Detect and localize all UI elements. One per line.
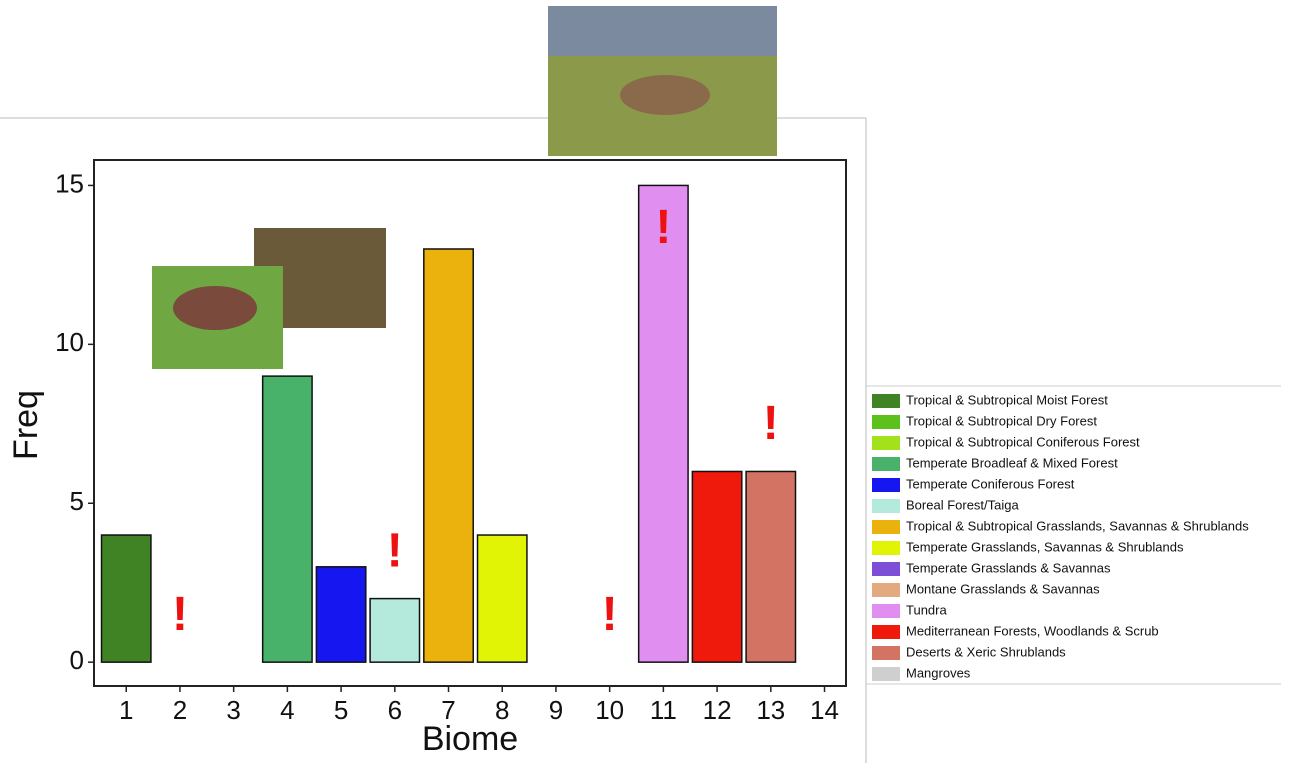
bar (261, 375, 313, 663)
y-tick-label: 0 (70, 645, 84, 675)
legend-swatch (872, 499, 900, 513)
legend-label: Tropical & Subtropical Moist Forest (906, 392, 1108, 407)
y-tick-label: 5 (70, 486, 84, 516)
annotation: ! (602, 588, 618, 641)
legend-swatch (872, 562, 900, 576)
legend-swatch (872, 625, 900, 639)
legend-swatch (872, 646, 900, 660)
bar (691, 470, 743, 663)
legend-swatch (872, 604, 900, 618)
legend-label: Mediterranean Forests, Woodlands & Scrub (906, 623, 1159, 638)
x-tick-label: 8 (495, 695, 509, 725)
legend-label: Tropical & Subtropical Coniferous Forest (906, 434, 1140, 449)
photo-sky (548, 6, 777, 56)
x-tick-label: 1 (119, 695, 133, 725)
bar (745, 470, 797, 663)
annotation: ! (387, 524, 403, 577)
photo-caribou-body (620, 75, 710, 115)
legend-label: Montane Grasslands & Savannas (906, 581, 1100, 596)
legend-label: Temperate Grasslands & Savannas (906, 560, 1111, 575)
photos (152, 6, 777, 369)
legend-label: Temperate Coniferous Forest (906, 476, 1075, 491)
legend-swatch (872, 436, 900, 450)
legend-label: Temperate Grasslands, Savannas & Shrubla… (906, 539, 1184, 554)
legend-swatch (872, 667, 900, 681)
x-tick-label: 5 (334, 695, 348, 725)
bar (315, 566, 367, 663)
legend-label: Deserts & Xeric Shrublands (906, 644, 1066, 659)
x-tick-label: 4 (280, 695, 294, 725)
legend-label: Tropical & Subtropical Grasslands, Savan… (906, 518, 1249, 533)
legend-swatch (872, 541, 900, 555)
photo-sheep-body (173, 286, 257, 330)
legend-swatch (872, 478, 900, 492)
legend-label: Mangroves (906, 665, 971, 680)
legend-swatch (872, 583, 900, 597)
legend-label: Tundra (906, 602, 947, 617)
x-tick-label: 14 (810, 695, 839, 725)
x-tick-label: 2 (173, 695, 187, 725)
annotation: ! (655, 201, 671, 254)
legend-swatch (872, 520, 900, 534)
x-tick-label: 12 (703, 695, 732, 725)
bar (637, 184, 689, 663)
x-tick-label: 6 (388, 695, 402, 725)
x-tick-label: 7 (441, 695, 455, 725)
x-tick-label: 13 (756, 695, 785, 725)
legend-label: Boreal Forest/Taiga (906, 497, 1019, 512)
x-tick-label: 10 (595, 695, 624, 725)
legend-label: Temperate Broadleaf & Mixed Forest (906, 455, 1118, 470)
bar (423, 248, 474, 663)
y-tick-label: 10 (55, 327, 84, 357)
x-tick-label: 3 (226, 695, 240, 725)
legend-swatch (872, 457, 900, 471)
y-tick-label: 15 (55, 168, 84, 198)
legend-swatch (872, 394, 900, 408)
x-tick-label: 11 (650, 695, 677, 725)
x-axis-label: Biome (422, 720, 518, 758)
legend-label: Tropical & Subtropical Dry Forest (906, 413, 1097, 428)
y-axis-label: Freq (7, 390, 45, 460)
bar (100, 534, 152, 663)
annotation: ! (763, 397, 779, 450)
x-tick-label: 9 (549, 695, 563, 725)
legend-swatch (872, 415, 900, 429)
annotation: ! (172, 588, 188, 641)
bar (369, 597, 421, 663)
bar (476, 534, 528, 663)
